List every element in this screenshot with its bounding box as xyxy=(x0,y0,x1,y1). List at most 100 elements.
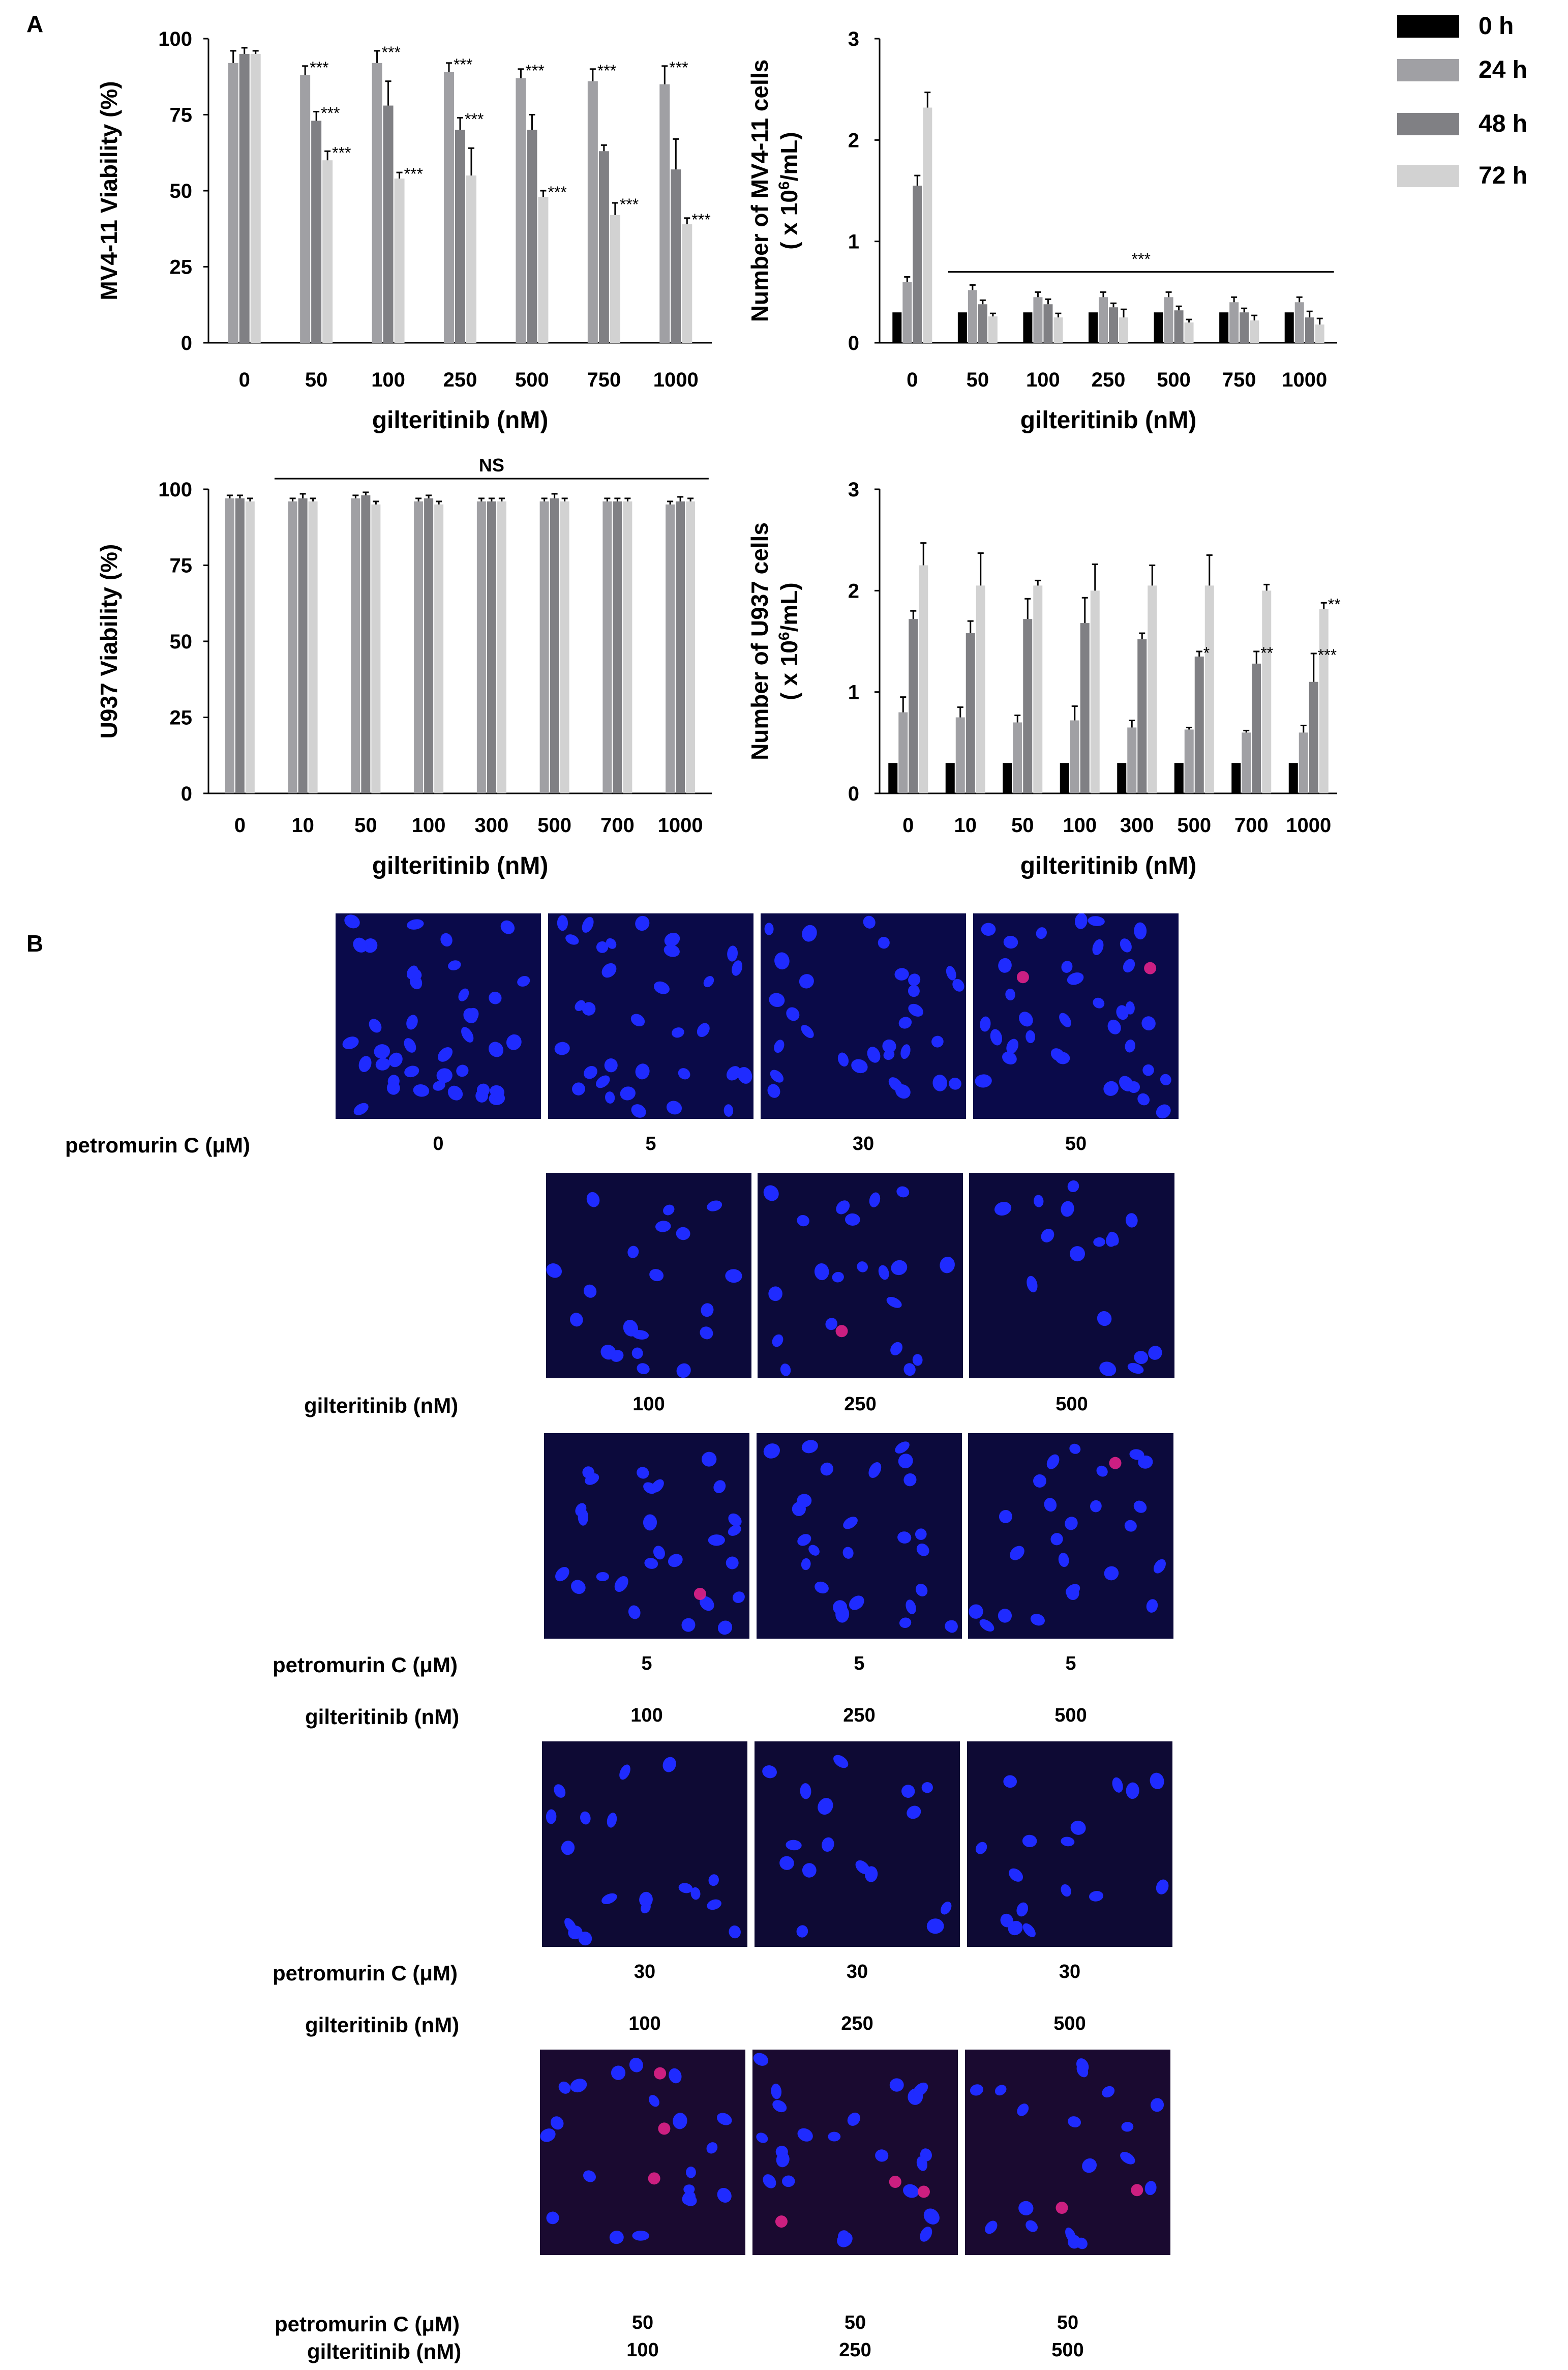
cell-nucleus xyxy=(796,1925,808,1938)
cell-nucleus xyxy=(557,915,568,931)
cell-nucleus xyxy=(1069,1443,1081,1454)
cell-nucleus xyxy=(998,958,1012,973)
cell-nucleus xyxy=(1005,988,1015,1001)
cell-nucleus xyxy=(461,1027,474,1043)
y-tick-label: 0 xyxy=(181,332,192,354)
bar xyxy=(1127,727,1137,793)
cell-nucleus xyxy=(601,963,617,978)
cell-nucleus xyxy=(1030,1614,1045,1626)
petromurin-label: petromurin C (μM) xyxy=(273,1653,458,1677)
x-tick-label: 250 xyxy=(443,369,477,391)
concentration-value: 30 xyxy=(634,1961,656,1982)
x-tick-label: 50 xyxy=(1011,814,1034,837)
cell-nucleus xyxy=(586,1192,600,1207)
dead-cell-marker xyxy=(1131,2184,1143,2197)
cell-nucleus xyxy=(620,1086,636,1101)
cell-nucleus xyxy=(801,1440,818,1454)
cell-nucleus xyxy=(708,1874,719,1886)
y-tick-label: 75 xyxy=(170,555,193,577)
concentration-value: 5 xyxy=(641,1653,652,1674)
x-tick-label: 100 xyxy=(371,369,405,391)
legend-swatch xyxy=(1397,165,1459,187)
cell-nucleus xyxy=(889,2078,904,2092)
cell-nucleus xyxy=(353,1103,369,1115)
cell-nucleus xyxy=(607,1813,617,1828)
cell-nucleus xyxy=(737,1066,752,1084)
petromurin-label: petromurin C (μM) xyxy=(275,2312,460,2336)
significance-mark: *** xyxy=(669,58,688,77)
bar xyxy=(228,63,238,343)
cell-nucleus xyxy=(630,1014,645,1027)
bar xyxy=(610,215,620,343)
cell-nucleus xyxy=(767,1084,780,1098)
cell-nucleus xyxy=(903,1473,917,1487)
cell-nucleus xyxy=(1088,916,1105,926)
cell-nucleus xyxy=(1061,1884,1071,1897)
significance-mark: *** xyxy=(454,55,472,74)
bar xyxy=(682,224,692,343)
bar xyxy=(666,504,675,793)
microscopy-image xyxy=(336,913,541,1119)
cell-nucleus xyxy=(920,2227,932,2242)
concentration-value: 30 xyxy=(852,1133,875,1154)
cell-nucleus xyxy=(969,1604,983,1619)
bar xyxy=(671,169,681,343)
cell-nucleus xyxy=(980,1016,991,1032)
cell-nucleus xyxy=(1070,1820,1086,1835)
cell-nucleus xyxy=(655,1221,671,1232)
cell-nucleus xyxy=(458,988,469,1001)
cell-nucleus xyxy=(558,2081,571,2094)
cell-nucleus xyxy=(596,941,609,953)
cell-nucleus xyxy=(1137,1093,1150,1106)
y-tick-label: 2 xyxy=(848,129,859,152)
bar xyxy=(913,186,922,343)
panel-label-b: B xyxy=(26,930,44,957)
cell-nucleus xyxy=(949,1077,961,1090)
bar xyxy=(1184,729,1194,793)
cell-nucleus xyxy=(440,933,453,947)
cell-nucleus xyxy=(907,1805,921,1819)
x-axis-title: gilteritinib (nM) xyxy=(1020,407,1197,434)
cell-nucleus xyxy=(808,1545,820,1556)
bar xyxy=(945,763,955,793)
cell-nucleus xyxy=(1102,2086,1115,2098)
image-background xyxy=(758,1173,963,1378)
bar xyxy=(538,196,549,343)
concentration-value: 100 xyxy=(626,2339,659,2361)
y-tick-label: 50 xyxy=(170,180,193,202)
cell-nucleus xyxy=(456,1064,469,1077)
cell-nucleus xyxy=(1022,1834,1037,1848)
concentration-value: 50 xyxy=(1065,1133,1087,1154)
bar xyxy=(311,121,322,343)
cell-nucleus xyxy=(842,1547,854,1559)
cell-nucleus xyxy=(1075,913,1088,929)
cell-nucleus xyxy=(772,1334,783,1347)
concentration-value: 0 xyxy=(433,1133,444,1154)
cell-nucleus xyxy=(637,1467,649,1479)
cell-nucleus xyxy=(723,1104,734,1117)
bar xyxy=(1060,763,1069,793)
cell-nucleus xyxy=(629,2057,643,2072)
cell-nucleus xyxy=(728,1525,741,1536)
cell-nucleus xyxy=(1036,927,1047,939)
bar xyxy=(455,130,465,343)
dead-cell-marker xyxy=(1056,2202,1068,2214)
cell-nucleus xyxy=(906,1599,916,1614)
cell-nucleus xyxy=(578,1932,592,1946)
cell-nucleus xyxy=(672,1027,684,1038)
bar xyxy=(1219,312,1229,343)
cell-nucleus xyxy=(353,937,368,953)
cell-nucleus xyxy=(1002,1051,1017,1064)
bar xyxy=(1070,720,1079,793)
cell-nucleus xyxy=(921,1782,933,1793)
cell-nucleus xyxy=(764,923,774,935)
cell-nucleus xyxy=(797,1494,812,1507)
bar xyxy=(1023,619,1033,793)
y-tick-label: 75 xyxy=(170,104,193,127)
y-tick-label: 0 xyxy=(181,783,192,805)
microscopy-image xyxy=(973,913,1179,1119)
cell-nucleus xyxy=(985,2220,998,2234)
cell-nucleus xyxy=(883,1050,895,1060)
bar xyxy=(1242,732,1251,793)
